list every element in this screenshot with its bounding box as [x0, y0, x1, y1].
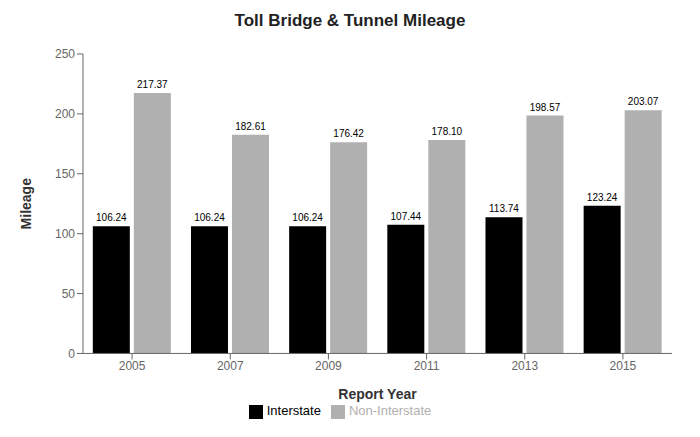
- svg-text:178.10: 178.10: [432, 126, 463, 137]
- svg-text:106.24: 106.24: [292, 212, 323, 223]
- svg-text:2013: 2013: [511, 359, 538, 373]
- html-text:Interstate: Interstate: [266, 403, 321, 419]
- svg-text:113.74: 113.74: [489, 203, 519, 214]
- svg-text:182.61: 182.61: [235, 121, 266, 132]
- svg-text:150: 150: [55, 167, 75, 181]
- svg-text:203.07: 203.07: [628, 96, 659, 107]
- svg-text:176.42: 176.42: [333, 128, 364, 139]
- svg-text:2011: 2011: [414, 359, 440, 373]
- svg-text:107.44: 107.44: [391, 211, 422, 222]
- svg-text:0: 0: [68, 347, 75, 361]
- svg-text:Mileage: Mileage: [18, 178, 34, 230]
- svg-text:Report Year: Report Year: [338, 386, 417, 402]
- svg-text:2007: 2007: [217, 359, 244, 373]
- svg-text:200: 200: [55, 107, 75, 121]
- svg-text:106.24: 106.24: [96, 212, 127, 223]
- svg-text:250: 250: [55, 47, 75, 61]
- html-text:Non-Interstate: Non-Interstate: [348, 403, 432, 419]
- svg-text:50: 50: [62, 287, 76, 301]
- svg-text:2015: 2015: [610, 359, 637, 373]
- svg-text:198.57: 198.57: [530, 102, 561, 113]
- svg-text:2005: 2005: [119, 359, 146, 373]
- svg-text:217.37: 217.37: [137, 79, 168, 90]
- svg-text:100: 100: [55, 227, 75, 241]
- svg-text:2009: 2009: [315, 359, 342, 373]
- svg-text:106.24: 106.24: [194, 212, 225, 223]
- svg-text:123.24: 123.24: [587, 192, 618, 203]
- html-text:Toll Bridge & Tunnel Mileage: Toll Bridge & Tunnel Mileage: [234, 11, 466, 30]
